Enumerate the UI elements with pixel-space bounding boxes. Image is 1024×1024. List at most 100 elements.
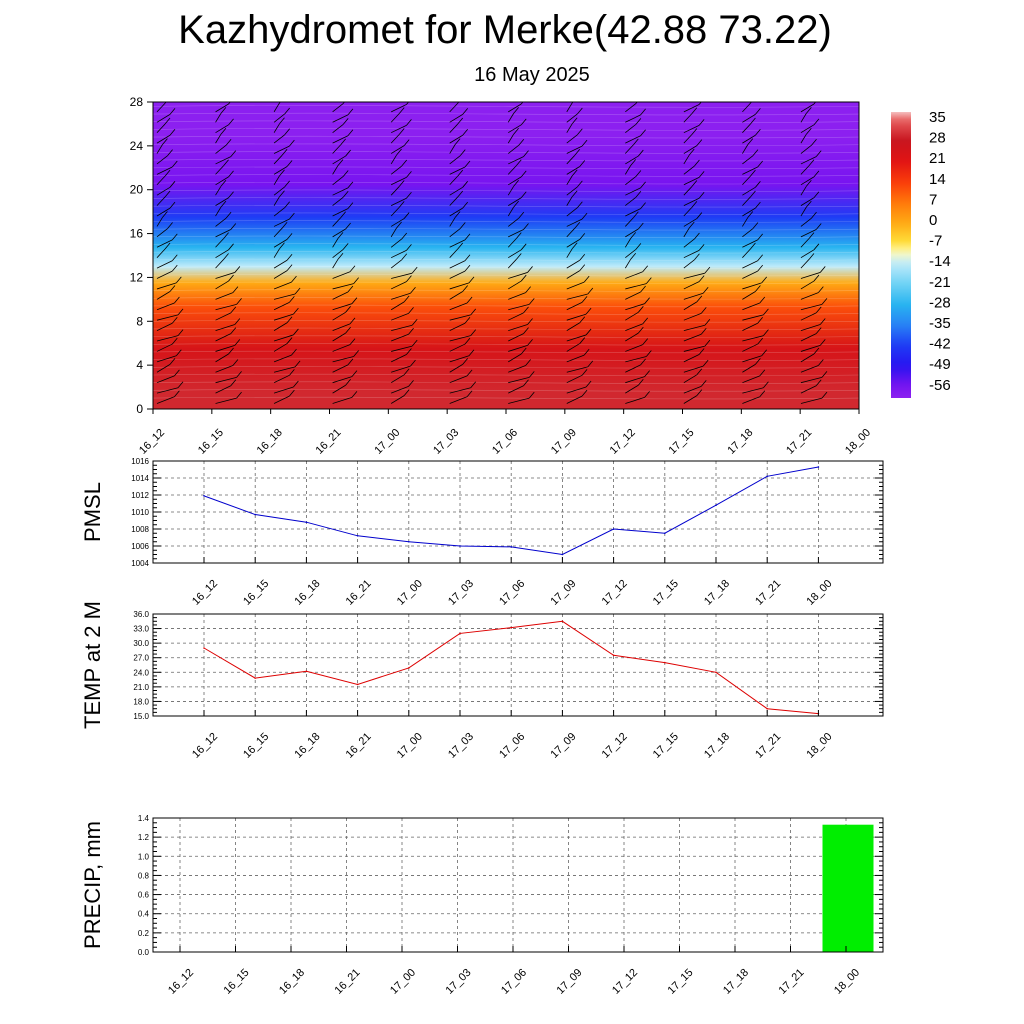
wind-barb-flag [752, 149, 759, 156]
wind-barb-staff [390, 134, 400, 144]
wind-barb-flag [337, 252, 344, 260]
precip-y-tick-label: 0.8 [138, 871, 150, 880]
wind-barb-staff [332, 103, 344, 113]
wind-barb-flag [468, 276, 475, 284]
wind-barb-flag [528, 391, 535, 399]
precip-x-tick-label: 16_15 [222, 967, 252, 997]
wind-barb-staff [742, 396, 760, 404]
wind-barb-flag [638, 222, 644, 230]
wind-barb-staff [390, 354, 407, 363]
pmsl-y-title: PMSL [80, 482, 105, 542]
wind-barb-flag [571, 117, 578, 125]
wind-barb-staff [507, 165, 517, 175]
wind-barb-flag [642, 338, 649, 345]
wind-barb-flag [236, 371, 242, 378]
wind-barb-staff [683, 345, 705, 352]
wind-barb-staff [332, 124, 344, 134]
wind-barb-staff [859, 166, 872, 174]
wind-barb-staff [273, 281, 292, 290]
wind-barb-flag [698, 191, 705, 199]
wind-barb-staff [391, 272, 413, 279]
wind-barb-flag [457, 117, 464, 125]
wind-barb-staff [273, 145, 290, 154]
wind-barb-staff [800, 292, 819, 300]
wind-barb-flag [176, 276, 182, 284]
wind-barb-staff [566, 207, 578, 217]
wind-barb-flag [223, 232, 229, 239]
wind-barb-flag [340, 211, 346, 219]
wind-barb-flag [347, 181, 354, 189]
wind-barb-staff [625, 344, 643, 352]
precip-y-tick-label: 0.0 [138, 948, 150, 957]
wind-barb-flag [640, 202, 646, 209]
wind-barb-staff [800, 259, 810, 269]
wind-barb-flag [174, 390, 180, 398]
wind-barb-flag [761, 349, 768, 357]
wind-barb-flag [164, 117, 171, 125]
wind-barb-flag [640, 181, 646, 189]
temp-data-point [612, 654, 615, 657]
wind-barb-flag [169, 181, 176, 188]
wind-barb-staff [859, 249, 864, 258]
wind-barb-staff [390, 186, 400, 196]
wind-barb-staff [683, 145, 698, 154]
wind-barb-staff [273, 334, 294, 342]
wind-barb-staff [507, 259, 517, 269]
wind-barb-flag [234, 266, 241, 273]
temperature-colorbar: 35 28 21 14 7 0 -7 -14 -21 -28 -35 -42 -49 -56 [891, 109, 951, 398]
wind-barb-staff [742, 322, 758, 331]
wind-barb-staff [156, 282, 177, 290]
wind-barb-flag [821, 391, 828, 399]
wind-barb-staff [156, 270, 173, 279]
wind-barb-flag [518, 211, 525, 219]
wind-barb-staff [156, 322, 173, 331]
wind-barb-staff [625, 208, 641, 217]
pmsl-data-point [561, 553, 564, 556]
wind-barb-staff [566, 134, 578, 144]
wind-barb-staff [273, 123, 280, 133]
precip-x-tick-label: 17_12 [610, 967, 640, 997]
wind-barb-staff [742, 207, 756, 217]
precip-x-tick-label: 16_21 [333, 967, 363, 997]
wind-barb-flag [279, 190, 285, 197]
contour-line [153, 174, 859, 177]
wind-barb-flag [289, 212, 295, 220]
wind-barb-staff [273, 134, 285, 144]
wind-barb-flag [644, 370, 650, 377]
contour-line [153, 389, 859, 392]
wind-barb-flag [642, 317, 649, 325]
wind-barb-staff [449, 314, 471, 321]
wind-barb-staff [859, 323, 872, 331]
heatmap-x-tick-label: 18_00 [843, 427, 873, 457]
wind-barb-staff [156, 302, 175, 311]
heatmap-x-tick-label: 17_21 [784, 427, 814, 457]
wind-barb-staff [332, 144, 341, 154]
wind-barb-flag [813, 243, 820, 251]
wind-barb-staff [449, 335, 471, 342]
wind-barb-staff [508, 197, 522, 206]
wind-barb-staff [859, 314, 878, 320]
wind-barb-staff [449, 248, 459, 258]
wind-barb-staff [332, 376, 353, 384]
wind-barb-flag [345, 222, 351, 230]
wind-barb-flag [459, 222, 466, 229]
wind-barb-flag [755, 181, 761, 188]
wind-barb-staff [683, 333, 702, 342]
precip-x-tick-label: 18_00 [832, 967, 862, 997]
wind-barb-flag [232, 359, 239, 366]
wind-barb-flag [230, 223, 237, 230]
pmsl-data-point [817, 466, 820, 468]
wind-barb-flag [228, 274, 234, 282]
wind-barb-flag [462, 201, 469, 209]
wind-barb-staff [156, 186, 171, 196]
wind-barb-staff [508, 397, 530, 404]
wind-barb-flag [747, 211, 754, 218]
precip-x-tick-label: 16_18 [277, 967, 307, 997]
wind-barb-flag [284, 128, 290, 136]
wind-barb-staff [859, 114, 870, 122]
wind-barb-staff [566, 281, 585, 290]
pmsl-data-point [459, 545, 461, 547]
wind-barb-staff [390, 218, 405, 227]
wind-barb-staff [742, 282, 762, 290]
wind-barb-flag [345, 149, 351, 157]
